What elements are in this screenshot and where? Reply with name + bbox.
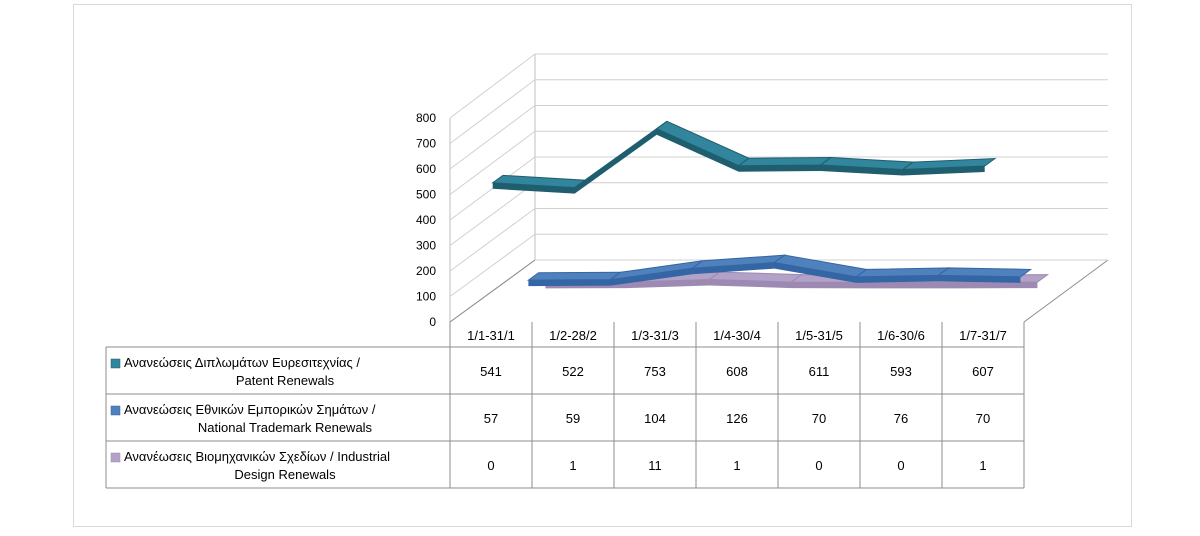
y-tick-label: 400: [416, 213, 436, 227]
data-table-value: 76: [894, 411, 908, 426]
line-segment: [936, 267, 1033, 278]
legend-key: [110, 358, 121, 369]
x-category-label: 1/1-31/1: [467, 328, 515, 343]
gridline-side: [449, 105, 536, 170]
series-ribbon: [526, 254, 1033, 287]
legend-key: [110, 405, 121, 416]
line-segment: [655, 120, 750, 167]
series-ribbons: [491, 120, 1050, 289]
data-table-value: 70: [812, 411, 826, 426]
data-table-value: 611: [809, 364, 830, 379]
data-table-value: 522: [562, 364, 584, 379]
data-table: 1/1-31/1 1/2-28/2 1/3-31/3 1/4-30/4 1/5-31/5…: [105, 322, 1025, 489]
data-table-value: 1: [979, 458, 986, 473]
chart-frame: [73, 4, 1132, 527]
gridline-side: [449, 79, 536, 144]
series-ribbon: [491, 120, 997, 194]
data-table-value: 1: [569, 458, 576, 473]
data-table-value: 0: [897, 458, 904, 473]
legend-label: National Trademark Renewals: [198, 420, 373, 435]
data-table-value: 57: [484, 411, 498, 426]
data-table-value: 0: [487, 458, 494, 473]
y-tick-label: 200: [416, 264, 436, 278]
legend-label: Ανανέωσεις Βιομηχανικών Σχεδίων / Indust…: [124, 449, 390, 464]
data-table-value: 104: [644, 411, 666, 426]
line-edge: [492, 128, 985, 194]
gridline-side: [449, 233, 536, 297]
legend-label: Design Renewals: [234, 467, 336, 482]
gridline-side: [449, 259, 536, 323]
gridline-side: [449, 182, 536, 246]
y-tick-label: 600: [416, 162, 436, 176]
legend-label: Patent Renewals: [236, 373, 335, 388]
line-segment: [526, 271, 623, 281]
y-tick-label: 800: [416, 111, 436, 125]
data-table-value: 0: [815, 458, 822, 473]
x-category-label: 1/3-31/3: [631, 328, 679, 343]
data-table-value: 59: [566, 411, 580, 426]
data-table-value: 11: [648, 458, 662, 473]
y-tick-label: 500: [416, 188, 436, 202]
data-table-value: 70: [976, 411, 990, 426]
data-table-value: 1: [733, 458, 740, 473]
gridline-side: [449, 130, 536, 195]
legend-label: Ανανεώσεις Διπλωμάτων Ευρεσιτεχνίας /: [124, 355, 360, 370]
y-tick-label: 300: [416, 239, 436, 253]
data-table-value: 753: [644, 364, 666, 379]
gridline-side: [449, 208, 536, 272]
y-tick-label: 100: [416, 290, 436, 304]
data-table-value: 593: [890, 364, 912, 379]
y-tick-label: 700: [416, 137, 436, 151]
floor-right-edge: [1023, 259, 1109, 323]
line-edge: [545, 279, 1038, 289]
x-category-label: 1/2-28/2: [549, 328, 597, 343]
y-tick-label: 0: [429, 315, 436, 329]
legend-label: Ανανεώσεις Εθνικών Εμπορικών Σημάτων /: [124, 402, 376, 417]
legend-key: [110, 452, 121, 463]
gridlines: [449, 53, 1108, 323]
line-segment: [737, 157, 833, 167]
data-table-value: 607: [972, 364, 994, 379]
x-category-label: 1/4-30/4: [713, 328, 761, 343]
line-edge: [528, 262, 1021, 287]
data-table-value: 126: [726, 411, 748, 426]
y-axis-ticks: 0 100 200 300 400 500 600 700 800: [416, 111, 436, 329]
x-category-label: 1/5-31/5: [795, 328, 843, 343]
x-category-label: 1/7-31/7: [959, 328, 1007, 343]
gridline-side: [449, 156, 536, 221]
data-table-value: 541: [480, 364, 502, 379]
gridline-side: [449, 53, 536, 119]
x-category-label: 1/6-30/6: [877, 328, 925, 343]
data-table-value: 608: [726, 364, 748, 379]
